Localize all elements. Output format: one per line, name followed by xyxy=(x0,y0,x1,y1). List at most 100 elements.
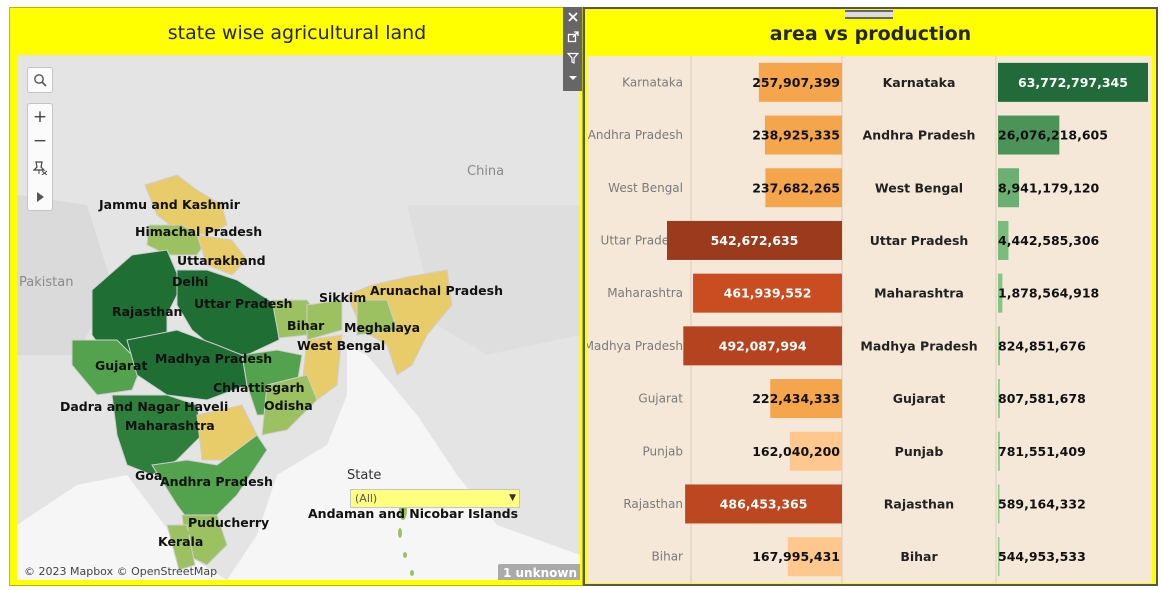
state-filter-value: (All) xyxy=(355,492,378,505)
area-bar[interactable] xyxy=(683,326,842,366)
area-category-label: Gujarat xyxy=(638,392,683,406)
production-bar[interactable] xyxy=(998,168,1020,208)
area-bar[interactable] xyxy=(685,484,842,524)
production-bar[interactable] xyxy=(998,431,1000,471)
state-label: Andhra Pradesh xyxy=(160,474,273,489)
state-maharashtra[interactable] xyxy=(111,394,203,476)
filter-icon[interactable] xyxy=(563,48,582,68)
production-value-label: 781,551,409 xyxy=(998,444,1086,459)
area-bar[interactable] xyxy=(693,273,842,313)
close-icon[interactable] xyxy=(563,7,582,27)
map-canvas[interactable]: China Pakistan Jammu and Kashmir Himacha… xyxy=(17,55,580,580)
area-bar[interactable] xyxy=(765,168,842,208)
production-category-label: Gujarat xyxy=(893,391,945,406)
area-bar[interactable] xyxy=(770,379,842,419)
production-value-label: 1,878,564,918 xyxy=(998,286,1099,301)
state-label: Delhi xyxy=(172,274,209,289)
state-label: Dadra and Nagar Haveli xyxy=(60,399,229,414)
state-label: Goa xyxy=(135,468,163,483)
state-label: Arunachal Pradesh xyxy=(370,283,503,298)
area-category-label: Uttar Pradesh xyxy=(601,233,683,247)
area-bar[interactable] xyxy=(758,62,842,102)
state-sikkim-area[interactable] xyxy=(306,299,343,341)
area-vs-production-worksheet: area vs production Karnataka 257,907,399 K… xyxy=(583,7,1158,586)
state-uttarakhand[interactable] xyxy=(196,234,248,276)
area-value-label: 257,907,399 xyxy=(752,75,840,90)
state-label: Madhya Pradesh xyxy=(155,351,273,366)
area-bar[interactable] xyxy=(787,537,842,577)
area-bar[interactable] xyxy=(764,115,842,155)
production-value-label: 589,164,332 xyxy=(998,496,1086,511)
expand-arrow-icon[interactable] xyxy=(28,184,52,210)
state-kerala[interactable] xyxy=(166,524,196,571)
state-label: Andaman and Nicobar Islands xyxy=(308,506,519,521)
india-map[interactable] xyxy=(17,55,580,580)
reset-pin-icon[interactable] xyxy=(28,154,52,180)
state-himachal[interactable] xyxy=(146,224,208,256)
worksheet-floating-toolbar xyxy=(563,7,582,91)
nicobar-island-2 xyxy=(410,570,414,576)
state-label: Puducherry xyxy=(188,515,270,530)
map-search-button[interactable] xyxy=(27,67,53,93)
state-uttar-pradesh[interactable] xyxy=(176,269,280,356)
state-jammu-kashmir[interactable] xyxy=(144,174,228,236)
andaman-island-2 xyxy=(398,528,402,538)
more-options-icon[interactable] xyxy=(563,68,582,88)
production-category-label: Karnataka xyxy=(883,75,956,90)
production-category-label: West Bengal xyxy=(875,180,963,195)
area-value-label: 486,453,365 xyxy=(720,496,808,511)
production-value-label: 807,581,678 xyxy=(998,391,1086,406)
state-label: Meghalaya xyxy=(344,320,421,335)
production-value-label: 63,772,797,345 xyxy=(1018,75,1128,90)
production-bar[interactable] xyxy=(998,220,1009,260)
production-bar[interactable] xyxy=(998,484,1000,524)
map-toolbar: + − xyxy=(27,103,53,211)
production-value-label: 824,851,676 xyxy=(998,338,1086,353)
area-value-label: 492,087,994 xyxy=(719,338,807,353)
state-label: Uttar Pradesh xyxy=(194,296,293,311)
area-category-label: Andhra Pradesh xyxy=(588,128,683,142)
state-meghalaya[interactable] xyxy=(356,299,398,336)
production-bar[interactable] xyxy=(998,62,1148,102)
sea-area xyxy=(17,345,580,580)
production-bar[interactable] xyxy=(998,115,1060,155)
unknown-count-badge[interactable]: 1 unknown xyxy=(498,564,580,580)
state-label: Chhattisgarh xyxy=(213,380,305,395)
state-label: Sikkim xyxy=(319,290,367,305)
production-category-label: Rajasthan xyxy=(884,496,954,511)
production-bar[interactable] xyxy=(998,326,1000,366)
production-bar[interactable] xyxy=(998,379,1000,419)
area-production-bar-chart[interactable]: Karnataka 257,907,399 Karnataka 63,772,797,… xyxy=(587,56,1152,583)
search-icon xyxy=(34,74,47,87)
area-bar[interactable] xyxy=(789,431,842,471)
drag-handle-icon[interactable] xyxy=(845,10,893,19)
lakshadweep-island xyxy=(184,531,190,535)
nicobar-island-1 xyxy=(403,552,407,558)
country-label-pakistan: Pakistan xyxy=(19,275,74,290)
production-bar[interactable] xyxy=(998,537,1000,577)
production-value-label: 544,953,533 xyxy=(998,549,1086,564)
area-value-label: 162,040,200 xyxy=(752,444,840,459)
zoom-in-icon[interactable]: + xyxy=(32,107,48,127)
state-gujarat[interactable] xyxy=(71,339,143,396)
production-category-label: Bihar xyxy=(900,549,938,564)
state-label: Uttarakhand xyxy=(177,253,266,268)
state-label: Jammu and Kashmir xyxy=(99,197,240,212)
area-value-label: 167,995,431 xyxy=(752,549,840,564)
state-label: Maharashtra xyxy=(125,418,215,433)
production-value-label: 4,442,585,306 xyxy=(998,233,1100,248)
china-region xyxy=(407,205,580,355)
state-odisha[interactable] xyxy=(261,374,318,436)
state-label: Gujarat xyxy=(95,358,148,373)
popout-icon[interactable] xyxy=(563,27,582,47)
state-filter-dropdown[interactable]: (All) ▼ xyxy=(350,489,520,508)
zoom-out-icon[interactable]: − xyxy=(32,131,48,151)
state-northeast[interactable] xyxy=(346,269,453,376)
area-category-label: West Bengal xyxy=(608,181,683,195)
map-title: state wise agricultural land xyxy=(167,22,427,44)
area-bar[interactable] xyxy=(667,220,842,260)
area-category-label: Bihar xyxy=(652,550,684,564)
area-value-label: 222,434,333 xyxy=(752,391,840,406)
production-bar[interactable] xyxy=(998,273,1003,313)
area-value-label: 237,682,265 xyxy=(752,180,840,195)
